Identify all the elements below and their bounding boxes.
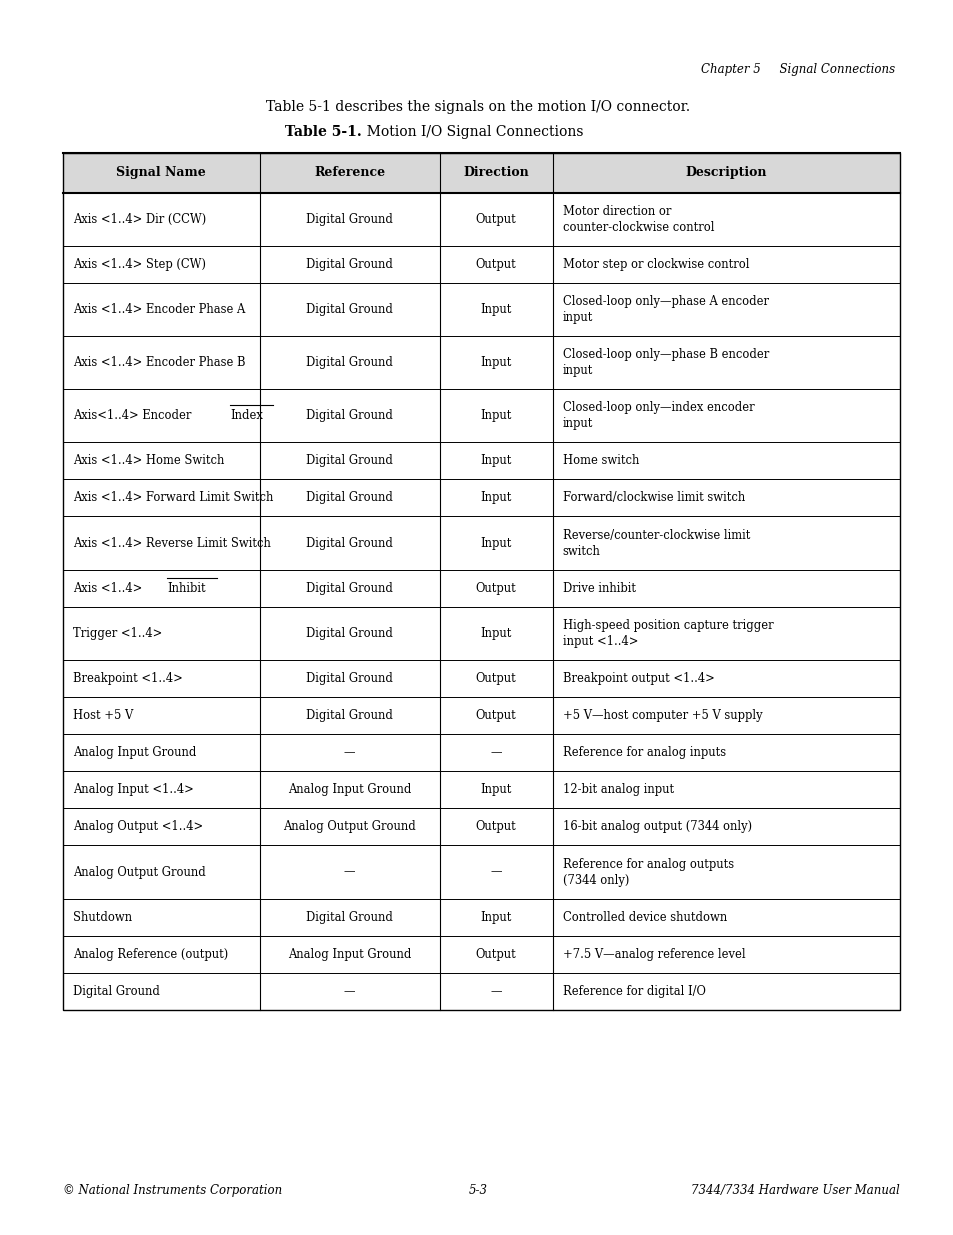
Text: Controlled device shutdown: Controlled device shutdown bbox=[562, 910, 726, 924]
Text: Output: Output bbox=[476, 258, 516, 270]
Text: —: — bbox=[490, 866, 501, 878]
Text: —: — bbox=[344, 866, 355, 878]
Text: Digital Ground: Digital Ground bbox=[306, 492, 393, 504]
Text: Analog Output <1..4>: Analog Output <1..4> bbox=[73, 820, 203, 834]
Text: Digital Ground: Digital Ground bbox=[306, 454, 393, 467]
Text: Input: Input bbox=[480, 356, 512, 369]
Text: Breakpoint output <1..4>: Breakpoint output <1..4> bbox=[562, 672, 714, 685]
Text: Signal Name: Signal Name bbox=[116, 167, 206, 179]
Text: High-speed position capture trigger
input <1..4>: High-speed position capture trigger inpu… bbox=[562, 619, 773, 647]
Text: Breakpoint <1..4>: Breakpoint <1..4> bbox=[73, 672, 183, 685]
Text: Analog Output Ground: Analog Output Ground bbox=[283, 820, 416, 834]
Text: Output: Output bbox=[476, 947, 516, 961]
Text: Reference: Reference bbox=[314, 167, 385, 179]
Text: Reference for analog inputs: Reference for analog inputs bbox=[562, 746, 725, 760]
Text: Axis<1..4> Encoder: Axis<1..4> Encoder bbox=[73, 409, 194, 422]
Text: —: — bbox=[344, 746, 355, 760]
Text: Output: Output bbox=[476, 672, 516, 685]
Text: Inhibit: Inhibit bbox=[167, 582, 206, 594]
Text: Forward/clockwise limit switch: Forward/clockwise limit switch bbox=[562, 492, 744, 504]
Text: Digital Ground: Digital Ground bbox=[306, 910, 393, 924]
Text: —: — bbox=[490, 986, 501, 998]
Text: Home switch: Home switch bbox=[562, 454, 639, 467]
Text: Shutdown: Shutdown bbox=[73, 910, 132, 924]
Text: 12-bit analog input: 12-bit analog input bbox=[562, 783, 673, 797]
Text: Axis <1..4> Encoder Phase B: Axis <1..4> Encoder Phase B bbox=[73, 356, 245, 369]
Text: Input: Input bbox=[480, 626, 512, 640]
Text: Analog Input <1..4>: Analog Input <1..4> bbox=[73, 783, 193, 797]
Text: Digital Ground: Digital Ground bbox=[306, 258, 393, 270]
Text: Digital Ground: Digital Ground bbox=[306, 409, 393, 422]
Text: Digital Ground: Digital Ground bbox=[306, 356, 393, 369]
Text: Input: Input bbox=[480, 409, 512, 422]
Bar bbox=[63, 153, 899, 193]
Text: Index: Index bbox=[231, 409, 263, 422]
Text: Axis <1..4>: Axis <1..4> bbox=[73, 582, 146, 594]
Text: Drive inhibit: Drive inhibit bbox=[562, 582, 635, 594]
Text: Digital Ground: Digital Ground bbox=[306, 303, 393, 316]
Text: +7.5 V—analog reference level: +7.5 V—analog reference level bbox=[562, 947, 744, 961]
Text: Axis <1..4> Dir (CCW): Axis <1..4> Dir (CCW) bbox=[73, 212, 206, 226]
Text: Description: Description bbox=[685, 167, 766, 179]
Text: Digital Ground: Digital Ground bbox=[306, 212, 393, 226]
Text: Input: Input bbox=[480, 536, 512, 550]
Text: Axis <1..4> Home Switch: Axis <1..4> Home Switch bbox=[73, 454, 224, 467]
Text: Motion I/O Signal Connections: Motion I/O Signal Connections bbox=[357, 125, 583, 140]
Text: 5-3: 5-3 bbox=[468, 1184, 487, 1197]
Text: Trigger <1..4>: Trigger <1..4> bbox=[73, 626, 162, 640]
Text: Output: Output bbox=[476, 582, 516, 594]
Text: Axis <1..4> Forward Limit Switch: Axis <1..4> Forward Limit Switch bbox=[73, 492, 274, 504]
Text: Input: Input bbox=[480, 783, 512, 797]
Text: Motor direction or
counter-clockwise control: Motor direction or counter-clockwise con… bbox=[562, 205, 714, 233]
Text: Digital Ground: Digital Ground bbox=[306, 536, 393, 550]
Text: Digital Ground: Digital Ground bbox=[73, 986, 160, 998]
Text: Digital Ground: Digital Ground bbox=[306, 709, 393, 722]
Text: Axis <1..4> Step (CW): Axis <1..4> Step (CW) bbox=[73, 258, 206, 270]
Text: Direction: Direction bbox=[463, 167, 529, 179]
Text: © National Instruments Corporation: © National Instruments Corporation bbox=[63, 1184, 282, 1197]
Text: Analog Input Ground: Analog Input Ground bbox=[288, 947, 411, 961]
Bar bbox=[63, 153, 899, 1010]
Text: Axis <1..4> Encoder Phase A: Axis <1..4> Encoder Phase A bbox=[73, 303, 245, 316]
Text: Table 5-1.: Table 5-1. bbox=[285, 125, 361, 140]
Text: Analog Reference (output): Analog Reference (output) bbox=[73, 947, 228, 961]
Text: Host +5 V: Host +5 V bbox=[73, 709, 133, 722]
Text: Closed-loop only—index encoder
input: Closed-loop only—index encoder input bbox=[562, 401, 754, 430]
Text: Closed-loop only—phase B encoder
input: Closed-loop only—phase B encoder input bbox=[562, 348, 768, 377]
Text: Analog Output Ground: Analog Output Ground bbox=[73, 866, 206, 878]
Text: Reverse/counter-clockwise limit
switch: Reverse/counter-clockwise limit switch bbox=[562, 529, 749, 557]
Text: Closed-loop only—phase A encoder
input: Closed-loop only—phase A encoder input bbox=[562, 295, 768, 324]
Text: Input: Input bbox=[480, 303, 512, 316]
Text: Digital Ground: Digital Ground bbox=[306, 672, 393, 685]
Text: 7344/7334 Hardware User Manual: 7344/7334 Hardware User Manual bbox=[691, 1184, 899, 1197]
Text: 16-bit analog output (7344 only): 16-bit analog output (7344 only) bbox=[562, 820, 751, 834]
Text: Input: Input bbox=[480, 454, 512, 467]
Text: —: — bbox=[490, 746, 501, 760]
Text: Input: Input bbox=[480, 910, 512, 924]
Text: Table 5-1 describes the signals on the motion I/O connector.: Table 5-1 describes the signals on the m… bbox=[266, 100, 689, 114]
Text: Motor step or clockwise control: Motor step or clockwise control bbox=[562, 258, 748, 270]
Text: Axis <1..4> Reverse Limit Switch: Axis <1..4> Reverse Limit Switch bbox=[73, 536, 271, 550]
Text: Analog Input Ground: Analog Input Ground bbox=[288, 783, 411, 797]
Text: Digital Ground: Digital Ground bbox=[306, 582, 393, 594]
Text: —: — bbox=[344, 986, 355, 998]
Text: Output: Output bbox=[476, 709, 516, 722]
Text: Output: Output bbox=[476, 212, 516, 226]
Text: Input: Input bbox=[480, 492, 512, 504]
Text: Chapter 5     Signal Connections: Chapter 5 Signal Connections bbox=[700, 63, 894, 77]
Text: Reference for digital I/O: Reference for digital I/O bbox=[562, 986, 705, 998]
Text: Analog Input Ground: Analog Input Ground bbox=[73, 746, 196, 760]
Text: +5 V—host computer +5 V supply: +5 V—host computer +5 V supply bbox=[562, 709, 761, 722]
Text: Digital Ground: Digital Ground bbox=[306, 626, 393, 640]
Text: Output: Output bbox=[476, 820, 516, 834]
Text: Reference for analog outputs
(7344 only): Reference for analog outputs (7344 only) bbox=[562, 857, 733, 887]
